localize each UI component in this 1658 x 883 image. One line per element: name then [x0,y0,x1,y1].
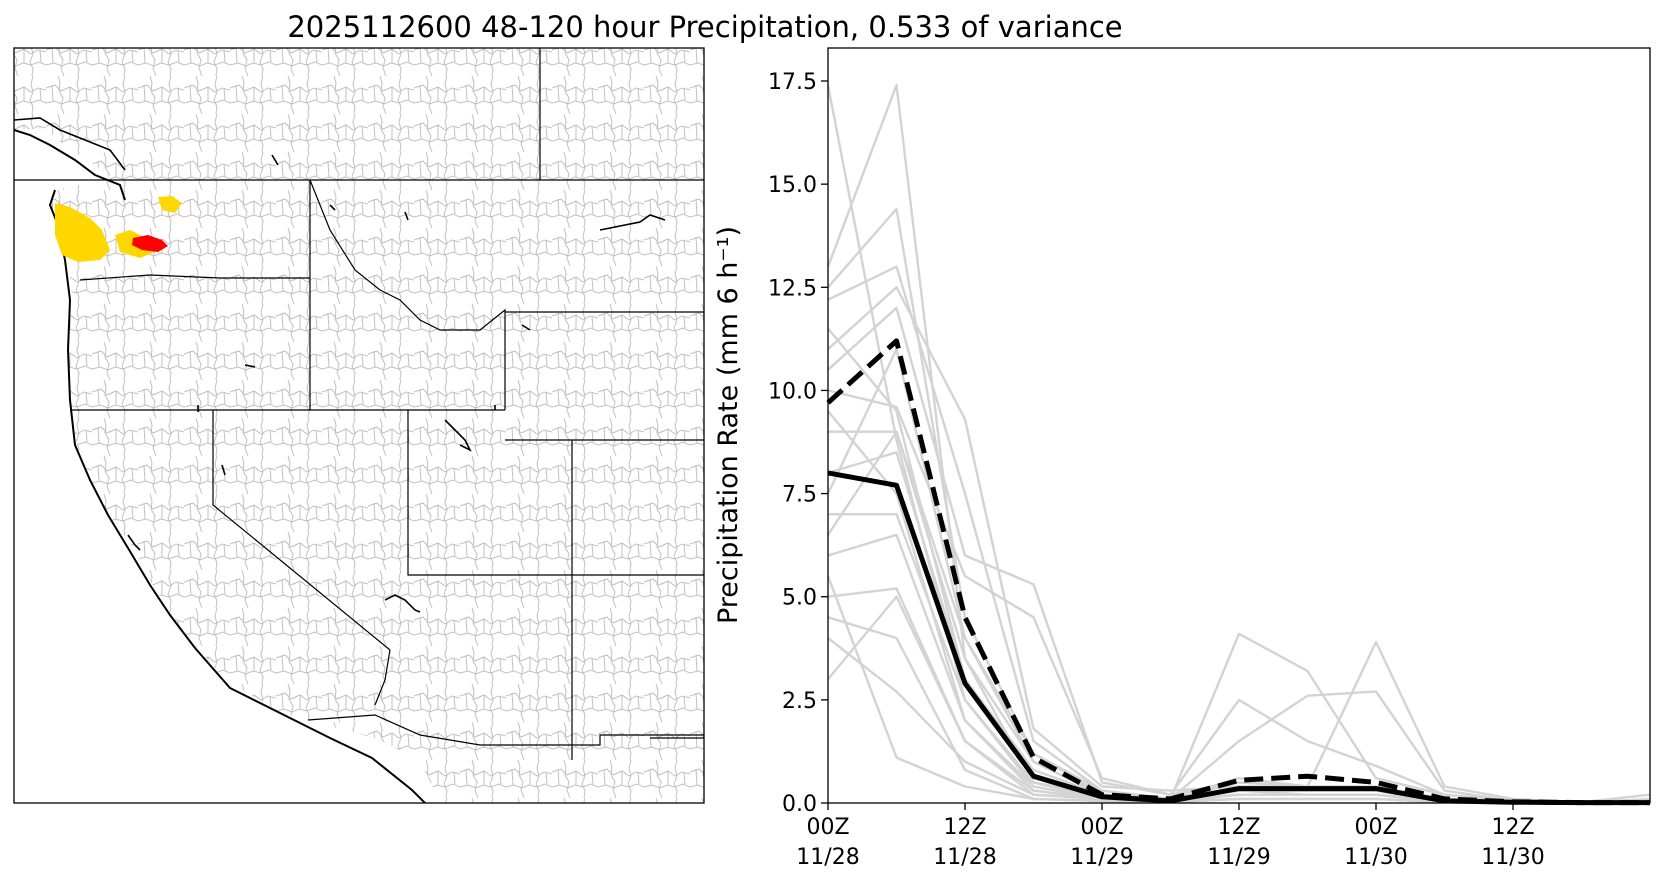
coastline [14,129,426,803]
mean-line-solid [827,470,1650,806]
plot-frame [827,47,1651,804]
x-tick-label-top-3: 12Z [1217,815,1260,840]
y-tick-label-7: 17.5 [768,70,817,95]
y-axis-label: Precipitation Rate (mm 6 h⁻¹) [713,226,744,624]
highlight-red [132,235,168,252]
member-line-13 [827,587,1650,804]
land-area [14,48,704,803]
member-line-19 [826,348,1650,804]
x-tick-label-top-5: 12Z [1491,815,1534,840]
x-tick-label-top-2: 00Z [1080,815,1123,840]
y-tick-label-1: 2.5 [782,689,817,714]
highlight-north [158,196,182,213]
member-line-21 [827,327,1650,804]
x-tick-label-bottom-2: 11/29 [1070,845,1133,870]
y-tick-label-6: 15.0 [768,173,817,198]
map-frame [13,47,705,804]
x-tick-label-top-1: 12Z [943,815,986,840]
y-tick-label-3: 7.5 [782,483,817,508]
y-tick-label-5: 12.5 [768,276,817,301]
y-tick-label-0: 0.0 [782,792,817,817]
state-borders [14,48,704,760]
x-tick-label-bottom-3: 11/29 [1207,845,1270,870]
lakes [127,154,666,613]
member-line-2 [826,84,1650,804]
page-title: 2025112600 48-120 hour Precipitation, 0.… [287,10,1123,44]
x-tick-label-bottom-4: 11/30 [1344,845,1407,870]
x-tick-label-bottom-1: 11/28 [933,845,996,870]
y-tick-label-4: 10.0 [768,379,817,404]
member-line-3 [826,83,1650,804]
member-line-12 [827,533,1650,804]
y-tick-label-2: 5.0 [782,586,817,611]
x-tick-label-bottom-5: 11/30 [1481,845,1544,870]
x-tick-label-top-4: 00Z [1354,815,1397,840]
x-tick-label-bottom-0: 11/28 [796,845,859,870]
x-tick-label-top-0: 00Z [806,815,849,840]
highlight-olympic [55,203,110,262]
basin-map [13,47,705,804]
mean-line-dashed [826,338,1650,806]
